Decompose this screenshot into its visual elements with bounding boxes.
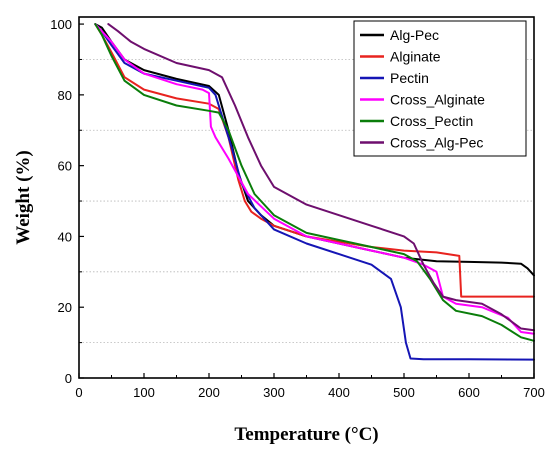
series-lines: [94, 23, 535, 361]
series-line-cross-pectin: [94, 23, 535, 342]
x-tick-label-200: 200: [198, 385, 220, 400]
x-tick-label-600: 600: [458, 385, 480, 400]
x-axis-title: Temperature (°C): [234, 424, 378, 445]
legend-box: [353, 20, 527, 157]
legend-label-cross-pectin: Cross_Pectin: [390, 113, 473, 129]
y-axis-title: Weight (%): [13, 150, 34, 244]
series-line-cross-alginate: [94, 23, 535, 335]
legend-label-cross-alginate: Cross_Alginate: [390, 92, 485, 108]
legend: Alg-Pec Alginate Pectin Cross_Alginate Cross…: [353, 20, 527, 157]
x-tick-label-500: 500: [393, 385, 415, 400]
y-tick-label-100: 100: [50, 17, 72, 32]
legend-label-alg-pec: Alg-Pec: [390, 27, 439, 43]
y-tick-label-20: 20: [58, 300, 72, 315]
y-tick-label-40: 40: [58, 229, 72, 244]
x-tick-label-700: 700: [523, 385, 545, 400]
y-tick-label-60: 60: [58, 159, 72, 174]
series-line-alginate: [94, 23, 535, 298]
x-tick-label-400: 400: [328, 385, 350, 400]
x-tick-label-300: 300: [263, 385, 285, 400]
y-tick-label-80: 80: [58, 88, 72, 103]
y-axis-ticks: 0 20 40 60 80 100: [50, 17, 84, 386]
x-tick-label-100: 100: [133, 385, 155, 400]
x-axis-ticks: 0 100 200 300 400 500 600 700: [75, 373, 545, 400]
y-tick-label-0: 0: [65, 371, 72, 386]
x-tick-label-0: 0: [75, 385, 82, 400]
legend-label-pectin: Pectin: [390, 70, 429, 86]
legend-label-cross-alg-pec: Cross_Alg-Pec: [390, 135, 483, 151]
legend-label-alginate: Alginate: [390, 49, 441, 65]
series-line-cross-alg-pec: [107, 23, 535, 332]
